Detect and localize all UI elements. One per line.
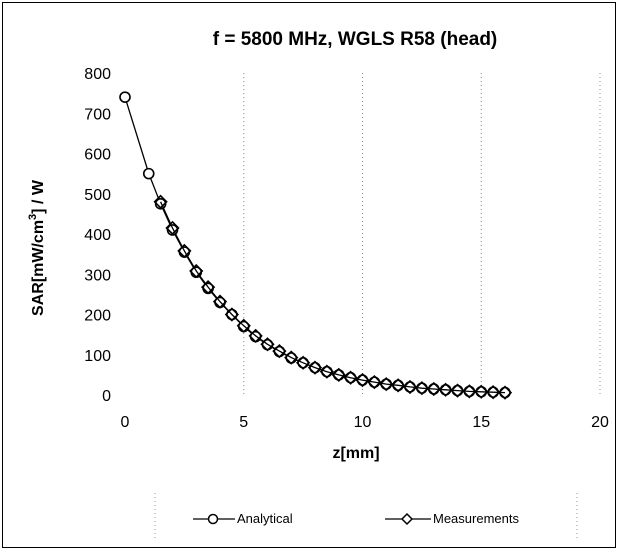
- data-point-measurements: [224, 307, 240, 322]
- legend: Analytical Measurements: [154, 493, 578, 541]
- y-axis-label-superscript: 3: [27, 214, 39, 220]
- x-axis-label: z[mm]: [332, 445, 379, 462]
- data-point-measurements: [414, 381, 430, 396]
- data-point-measurements: [450, 383, 465, 398]
- data-point-measurements: [485, 385, 501, 400]
- data-point-measurements: [379, 377, 394, 392]
- chart-title: f = 5800 MHz, WGLS R58 (head): [213, 29, 498, 50]
- series-line-analytical: [124, 96, 506, 394]
- data-point-measurements: [165, 220, 180, 236]
- legend-entry-measurements: Measurements: [385, 511, 519, 526]
- data-point-measurements: [153, 194, 168, 209]
- data-point-measurements: [343, 370, 358, 385]
- y-tick-label: 200: [84, 308, 111, 325]
- y-axis-label-main: SAR[mW/cm: [30, 220, 47, 316]
- y-tick-label: 600: [84, 147, 111, 164]
- data-point-measurements: [295, 355, 311, 370]
- x-tick-label: 0: [121, 414, 130, 431]
- series-analytical: [119, 91, 511, 399]
- data-point-measurements: [331, 367, 346, 383]
- y-tick-label: 400: [84, 227, 111, 244]
- legend-marker-circle: [207, 513, 219, 525]
- data-point-measurements: [367, 374, 382, 390]
- data-point-measurements: [177, 243, 192, 259]
- series-line-measurements: [160, 201, 506, 394]
- data-point-measurements: [307, 360, 323, 375]
- plot-area: [119, 91, 513, 400]
- y-tick-label: 800: [84, 66, 111, 83]
- data-point-measurements: [200, 279, 216, 295]
- data-point-analytical: [119, 91, 131, 103]
- y-tick-label: 0: [102, 388, 111, 405]
- y-axis-label: SAR[mW/cm3] / W: [27, 179, 47, 316]
- data-point-measurements: [426, 381, 441, 397]
- legend-entry-analytical: Analytical: [193, 511, 293, 526]
- chart: f = 5800 MHz, WGLS R58 (head) 0 5 10 15 2001…: [27, 29, 609, 541]
- series-measurements: [153, 194, 513, 400]
- data-point-measurements: [212, 294, 228, 309]
- x-tick-label: 10: [354, 414, 372, 431]
- data-point-measurements: [497, 385, 513, 400]
- x-tick-label: 5: [239, 414, 248, 431]
- data-point-measurements: [260, 337, 275, 352]
- data-point-measurements: [272, 343, 287, 359]
- y-tick-label: 300: [84, 267, 111, 284]
- gridlines: [243, 73, 601, 395]
- data-point-measurements: [189, 263, 204, 279]
- chart-frame: f = 5800 MHz, WGLS R58 (head) 0 5 10 15 20 0 1…: [2, 2, 616, 548]
- y-tick-label: 100: [84, 348, 111, 365]
- x-tick-label: 20: [591, 414, 609, 431]
- y-tick-label: 700: [84, 106, 111, 123]
- legend-label-analytical: Analytical: [237, 511, 293, 526]
- data-point-measurements: [462, 384, 477, 399]
- data-point-measurements: [438, 382, 453, 397]
- y-axis-label-tail: ] / W: [30, 179, 47, 214]
- data-point-measurements: [390, 378, 406, 393]
- data-point-measurements: [248, 328, 263, 343]
- data-point-measurements: [402, 379, 418, 395]
- data-point-measurements: [284, 350, 299, 365]
- legend-label-measurements: Measurements: [433, 511, 519, 526]
- data-point-measurements: [236, 318, 251, 333]
- data-point-measurements: [474, 384, 489, 399]
- x-tick-label: 15: [472, 414, 490, 431]
- legend-marker-diamond: [400, 512, 414, 526]
- y-tick-label: 500: [84, 187, 111, 204]
- data-point-measurements: [319, 364, 335, 379]
- data-point-measurements: [355, 372, 370, 388]
- data-point-analytical: [142, 167, 155, 180]
